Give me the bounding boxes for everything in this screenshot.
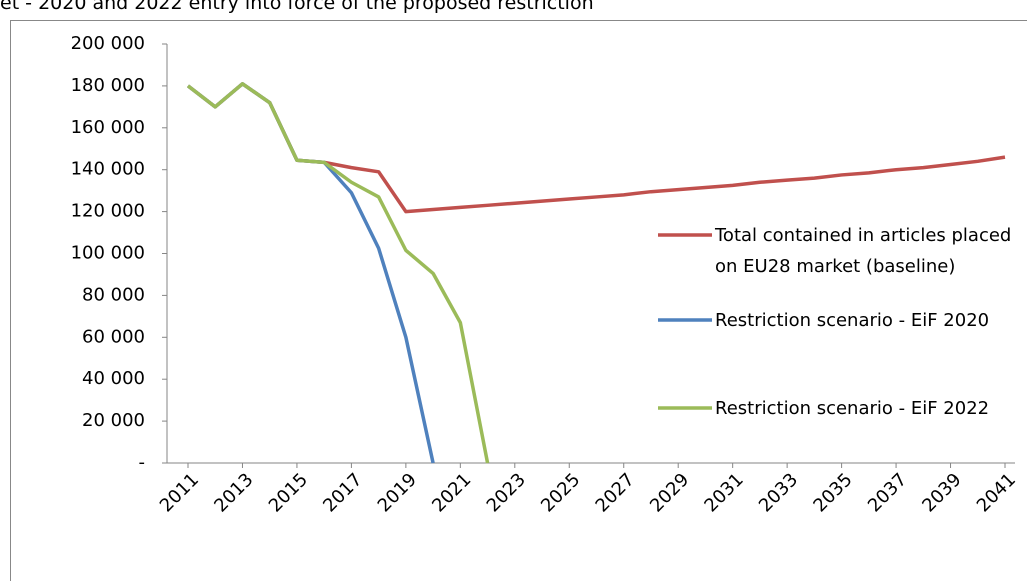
x-tick-label: 2017 xyxy=(319,469,366,516)
x-tick-label: 2013 xyxy=(210,469,257,516)
x-tick-label: 2033 xyxy=(755,469,802,516)
y-tick-label: 180 000 xyxy=(71,75,145,96)
y-tick-label: 160 000 xyxy=(71,117,145,138)
series-line xyxy=(186,82,490,464)
y-tick-label: 60 000 xyxy=(82,326,145,347)
x-tick-label: 2023 xyxy=(483,469,530,516)
y-tick-label: - xyxy=(139,452,146,473)
chart-title: et - 2020 and 2022 entry into force of t… xyxy=(0,0,594,14)
legend-label: Total contained in articles placed on EU… xyxy=(715,225,1012,277)
y-tick-label: 120 000 xyxy=(71,201,145,222)
x-tick-label: 2027 xyxy=(592,469,639,516)
y-tick-label: 20 000 xyxy=(82,410,145,431)
y-tick-label: 80 000 xyxy=(82,284,145,305)
y-tick-label: 140 000 xyxy=(71,159,145,180)
x-tick-label: 2037 xyxy=(864,469,911,516)
y-tick-label: 200 000 xyxy=(71,33,145,54)
series-line xyxy=(186,82,435,464)
x-tick-label: 2035 xyxy=(809,469,856,516)
frame xyxy=(10,20,1027,581)
x-tick-label: 2041 xyxy=(973,469,1020,516)
legend-label: Restriction scenario - EiF 2020 xyxy=(715,310,990,331)
x-tick-label: 2029 xyxy=(646,469,693,516)
x-tick-label: 2021 xyxy=(428,469,475,516)
series-line xyxy=(186,82,1006,214)
x-tick-label: 2031 xyxy=(700,469,747,516)
y-tick-label: 100 000 xyxy=(71,243,145,264)
legend-label: Restriction scenario - EiF 2022 xyxy=(715,398,990,419)
x-tick-label: 2039 xyxy=(918,469,965,516)
x-tick-label: 2011 xyxy=(156,469,203,516)
y-tick-label: 40 000 xyxy=(82,368,145,389)
x-tick-label: 2025 xyxy=(537,469,584,516)
x-tick-label: 2019 xyxy=(374,469,421,516)
x-tick-label: 2015 xyxy=(265,469,312,516)
